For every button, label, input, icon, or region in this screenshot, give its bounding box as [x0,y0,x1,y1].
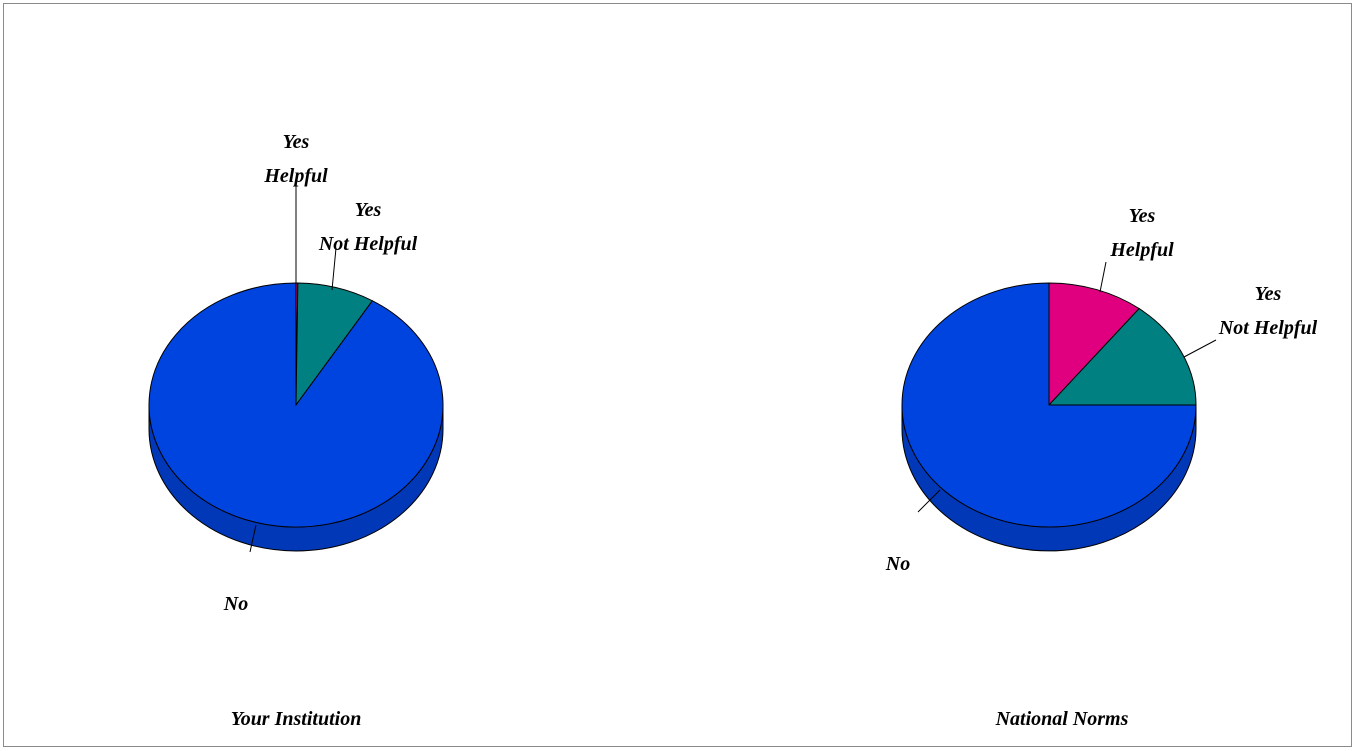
pie-slice-3 [901,282,1197,528]
pie-slice-2 [1047,307,1197,406]
slice-label-3: No [885,553,910,575]
pie-chart-1: Yes Helpful Yes Not Helpful No Your Instituti… [148,131,444,730]
slice-label-1: Helpful [263,165,328,187]
slice-label-3: No [223,593,248,615]
slice-label-2: Yes [355,199,382,221]
leader-line-1 [1099,261,1107,293]
pie-slice-1 [1048,282,1140,407]
slice-label-1: Helpful [1109,239,1174,261]
slice-label-1: Yes [283,131,310,153]
leader-line-3 [917,489,941,513]
leader-line-2 [331,247,337,291]
chart-caption: Your Institution [231,708,362,730]
slice-label-1: Yes [1129,205,1156,227]
pie-chart-2: Yes Helpful Yes Not Helpful No National Norms [885,205,1318,730]
chart-caption: National Norms [995,708,1129,730]
slice-label-2: Not Helpful [318,233,418,255]
leader-line-2 [1183,339,1217,358]
slice-label-2: Yes [1255,283,1282,305]
slice-label-2: Not Helpful [1218,317,1318,339]
pie-slice-3 [148,282,444,528]
leader-line-3 [249,524,257,553]
